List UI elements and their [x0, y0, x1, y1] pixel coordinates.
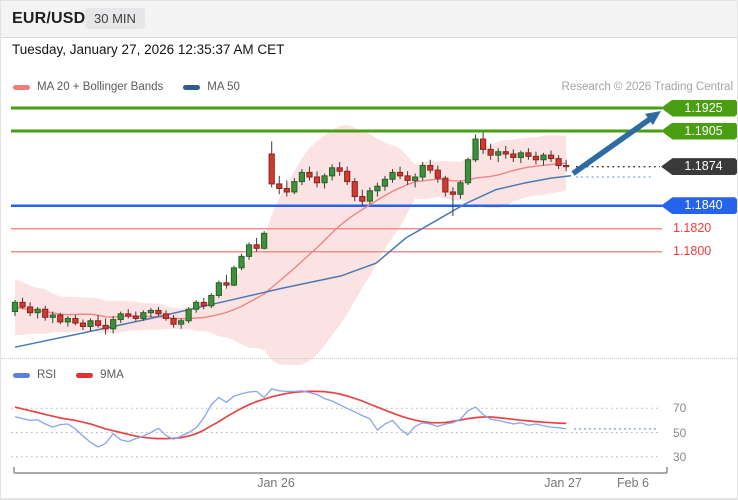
panel-divider: [1, 358, 737, 359]
price-label-1.1840: 1.1840: [661, 197, 737, 215]
ma50-legend: MA 50: [183, 81, 240, 93]
price-label-1.1905: 1.1905: [661, 122, 737, 140]
ma50-legend-label: MA 50: [207, 81, 240, 93]
x-axis-label-jan26: Jan 26: [257, 476, 295, 490]
price-label-last-price: 1.1874: [661, 158, 737, 176]
rsi-scale-70: 70: [673, 401, 687, 416]
timeframe-badge: 30 MIN: [85, 8, 145, 29]
rsi-scale-50: 50: [673, 425, 687, 440]
credit-line: Research © 2026 Trading Central: [561, 81, 733, 93]
price-legend: MA 20 + Bollinger Bands MA 50: [13, 81, 260, 93]
bottom-edge: [1, 498, 737, 499]
price-label-1.1800: 1.1800: [673, 244, 712, 259]
rsi-scale-30: 30: [673, 449, 687, 464]
x-axis-label-jan27: Jan 27: [544, 476, 582, 490]
rsi-9ma-legend-label: 9MA: [100, 369, 124, 381]
header-bar: EUR/USD 30 MIN: [1, 1, 737, 38]
ma20-legend-label: MA 20 + Bollinger Bands: [37, 81, 164, 93]
rsi-legend-label: RSI: [37, 369, 57, 381]
ma20-bollinger-legend: MA 20 + Bollinger Bands: [13, 81, 163, 93]
rsi-swatch-icon: [13, 372, 30, 378]
price-label-1.1925: 1.1925: [661, 99, 737, 117]
date-line: Tuesday, January 27, 2026 12:35:37 AM CE…: [12, 42, 285, 57]
rsi-legend: RSI 9MA: [13, 369, 144, 381]
ma20-swatch-icon: [13, 84, 30, 90]
rsi-line-legend: RSI: [13, 369, 56, 381]
ma50-swatch-icon: [183, 84, 201, 90]
x-axis-label-feb6: Feb 6: [617, 476, 649, 490]
rsi-9ma-legend: 9MA: [76, 369, 124, 381]
rsi-9ma-swatch-icon: [76, 372, 94, 378]
price-label-1.1820: 1.1820: [673, 221, 712, 236]
symbol-title: EUR/USD: [12, 10, 86, 27]
